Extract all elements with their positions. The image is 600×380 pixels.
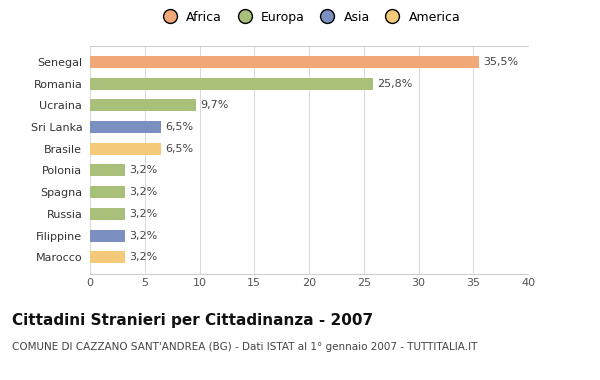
Text: 3,2%: 3,2% — [130, 165, 158, 176]
Text: 6,5%: 6,5% — [166, 144, 194, 154]
Text: 3,2%: 3,2% — [130, 209, 158, 219]
Text: 3,2%: 3,2% — [130, 187, 158, 197]
Text: COMUNE DI CAZZANO SANT'ANDREA (BG) - Dati ISTAT al 1° gennaio 2007 - TUTTITALIA.: COMUNE DI CAZZANO SANT'ANDREA (BG) - Dat… — [12, 342, 478, 352]
Text: 6,5%: 6,5% — [166, 122, 194, 132]
Bar — [90, 56, 479, 68]
Bar — [90, 251, 125, 263]
Bar — [90, 208, 125, 220]
Text: 35,5%: 35,5% — [483, 57, 518, 67]
Text: Cittadini Stranieri per Cittadinanza - 2007: Cittadini Stranieri per Cittadinanza - 2… — [12, 314, 373, 328]
Text: 25,8%: 25,8% — [377, 79, 412, 89]
Bar — [90, 78, 373, 90]
Bar — [90, 100, 196, 111]
Bar — [90, 186, 125, 198]
Bar — [90, 121, 161, 133]
Bar — [90, 143, 161, 155]
Legend: Africa, Europa, Asia, America: Africa, Europa, Asia, America — [158, 11, 460, 24]
Bar — [90, 165, 125, 176]
Text: 9,7%: 9,7% — [200, 100, 229, 110]
Text: 3,2%: 3,2% — [130, 252, 158, 262]
Text: 3,2%: 3,2% — [130, 231, 158, 241]
Bar — [90, 230, 125, 242]
